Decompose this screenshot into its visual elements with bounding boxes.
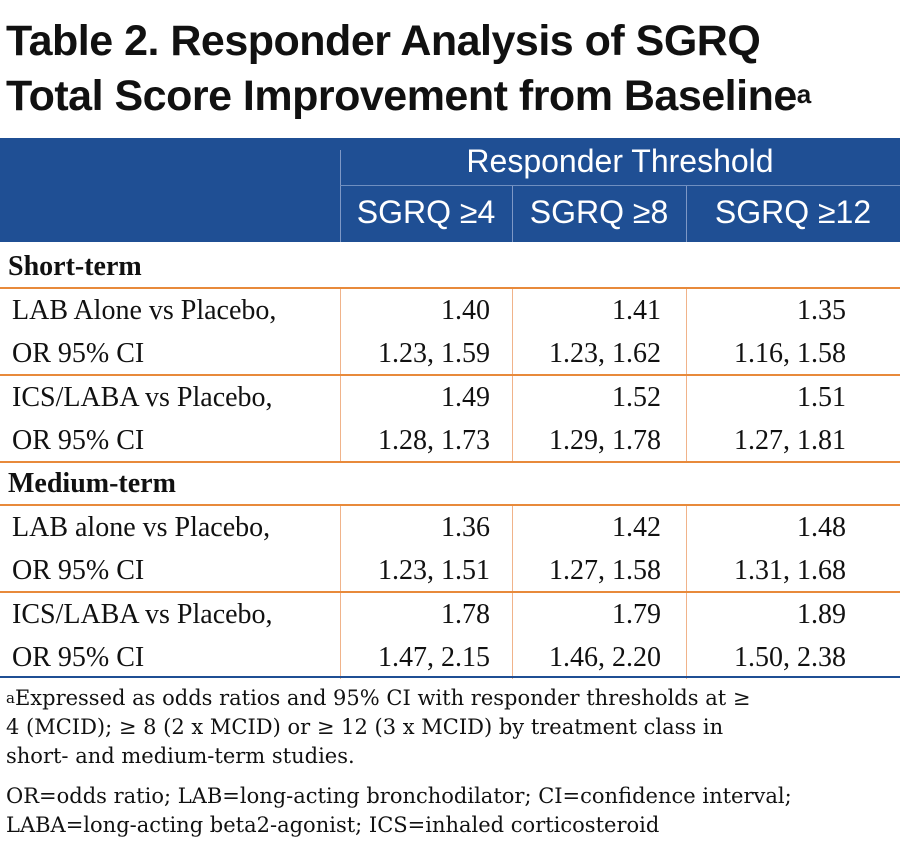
cell-sgrq4: 1.78 1.47, 2.15 [340, 593, 490, 679]
row-label: ICS/LABA vs Placebo, OR 95% CI [12, 376, 273, 462]
confidence-interval: 1.29, 1.78 [549, 425, 661, 456]
column-header-sgrq12: SGRQ ≥12 [714, 194, 872, 230]
section-rule [0, 461, 900, 463]
table-title-line1: Table 2. Responder Analysis of SGRQ [6, 17, 761, 65]
odds-ratio: 1.78 [441, 599, 490, 630]
row-label-line2: OR 95% CI [12, 555, 145, 586]
odds-ratio: 1.79 [612, 599, 661, 630]
row-label: LAB Alone vs Placebo, OR 95% CI [12, 289, 276, 375]
confidence-interval: 1.23, 1.51 [378, 555, 490, 586]
confidence-interval: 1.27, 1.58 [549, 555, 661, 586]
row-label-line1: LAB Alone vs Placebo, [12, 295, 277, 326]
footnote-marker: a [6, 689, 15, 707]
row-label-line1: LAB alone vs Placebo, [12, 512, 271, 543]
confidence-interval: 1.46, 2.20 [549, 642, 661, 673]
row-rule [0, 591, 900, 593]
cell-divider [512, 289, 513, 375]
row-label: LAB alone vs Placebo, OR 95% CI [12, 506, 270, 592]
cell-divider [340, 593, 341, 679]
row-label-line2: OR 95% CI [12, 425, 145, 456]
cell-divider [340, 376, 341, 462]
cell-sgrq8: 1.41 1.23, 1.62 [512, 289, 661, 375]
abbreviations-line2: LABA=long-acting beta2-agonist; ICS=inha… [6, 813, 660, 837]
odds-ratio: 1.51 [797, 382, 846, 413]
cell-sgrq8: 1.42 1.27, 1.58 [512, 506, 661, 592]
cell-sgrq12: 1.48 1.31, 1.68 [686, 506, 846, 592]
confidence-interval: 1.16, 1.58 [734, 338, 846, 369]
footnote-a-line1: Expressed as odds ratios and 95% CI with… [14, 686, 751, 710]
confidence-interval: 1.23, 1.62 [549, 338, 661, 369]
table-title: Table 2. Responder Analysis of SGRQ Tota… [6, 14, 896, 124]
section-rule [0, 504, 900, 506]
section-rule [0, 287, 900, 289]
table-row: LAB alone vs Placebo, OR 95% CI 1.36 1.2… [0, 506, 900, 592]
cell-sgrq8: 1.79 1.46, 2.20 [512, 593, 661, 679]
confidence-interval: 1.27, 1.81 [734, 425, 846, 456]
table-title-line2: Total Score Improvement from Baseline [6, 72, 797, 120]
cell-sgrq4: 1.49 1.28, 1.73 [340, 376, 490, 462]
cell-sgrq4: 1.40 1.23, 1.59 [340, 289, 490, 375]
table-row: ICS/LABA vs Placebo, OR 95% CI 1.78 1.47… [0, 593, 900, 679]
row-rule [0, 374, 900, 376]
abbreviations-note: OR=odds ratio; LAB=long-acting bronchodi… [6, 782, 896, 840]
table-row: ICS/LABA vs Placebo, OR 95% CI 1.49 1.28… [0, 376, 900, 462]
cell-divider [512, 593, 513, 679]
odds-ratio: 1.40 [441, 295, 490, 326]
column-header-sgrq8: SGRQ ≥8 [529, 194, 669, 230]
column-header-sgrq4: SGRQ ≥4 [356, 194, 496, 230]
confidence-interval: 1.31, 1.68 [734, 555, 846, 586]
title-footnote-marker: a [796, 79, 811, 109]
confidence-interval: 1.47, 2.15 [378, 642, 490, 673]
cell-sgrq4: 1.36 1.23, 1.51 [340, 506, 490, 592]
odds-ratio: 1.48 [797, 512, 846, 543]
header-divider [340, 150, 341, 242]
row-label-line2: OR 95% CI [12, 642, 145, 673]
confidence-interval: 1.28, 1.73 [378, 425, 490, 456]
odds-ratio: 1.42 [612, 512, 661, 543]
section-short-term: Short-term [8, 251, 142, 282]
row-label-line1: ICS/LABA vs Placebo, [12, 599, 273, 630]
row-label: ICS/LABA vs Placebo, OR 95% CI [12, 593, 273, 679]
cell-sgrq8: 1.52 1.29, 1.78 [512, 376, 661, 462]
row-label-line2: OR 95% CI [12, 338, 145, 369]
odds-ratio: 1.89 [797, 599, 846, 630]
odds-ratio: 1.49 [441, 382, 490, 413]
odds-ratio: 1.41 [612, 295, 661, 326]
header-hline [340, 185, 900, 186]
cell-divider [686, 506, 687, 592]
table-header: Responder Threshold SGRQ ≥4 SGRQ ≥8 SGRQ… [0, 138, 900, 242]
footnote-a: aExpressed as odds ratios and 95% CI wit… [6, 684, 896, 771]
footnote-a-line2: 4 (MCID); ≥ 8 (2 x MCID) or ≥ 12 (3 x MC… [6, 715, 724, 739]
responder-threshold-header: Responder Threshold [466, 143, 774, 179]
cell-divider [686, 593, 687, 679]
confidence-interval: 1.50, 2.38 [734, 642, 846, 673]
cell-sgrq12: 1.35 1.16, 1.58 [686, 289, 846, 375]
header-divider [686, 186, 687, 242]
cell-divider [512, 506, 513, 592]
cell-sgrq12: 1.51 1.27, 1.81 [686, 376, 846, 462]
cell-sgrq12: 1.89 1.50, 2.38 [686, 593, 846, 679]
odds-ratio: 1.35 [797, 295, 846, 326]
cell-divider [340, 289, 341, 375]
cell-divider [340, 506, 341, 592]
table-bottom-rule [0, 676, 900, 678]
cell-divider [512, 376, 513, 462]
row-label-line1: ICS/LABA vs Placebo, [12, 382, 273, 413]
section-medium-term: Medium-term [8, 468, 176, 499]
cell-divider [686, 376, 687, 462]
abbreviations-line1: OR=odds ratio; LAB=long-acting bronchodi… [6, 784, 792, 808]
odds-ratio: 1.36 [441, 512, 490, 543]
confidence-interval: 1.23, 1.59 [378, 338, 490, 369]
odds-ratio: 1.52 [612, 382, 661, 413]
table-row: LAB Alone vs Placebo, OR 95% CI 1.40 1.2… [0, 289, 900, 375]
header-divider [512, 186, 513, 242]
footnote-a-line3: short- and medium-term studies. [6, 744, 355, 768]
cell-divider [686, 289, 687, 375]
